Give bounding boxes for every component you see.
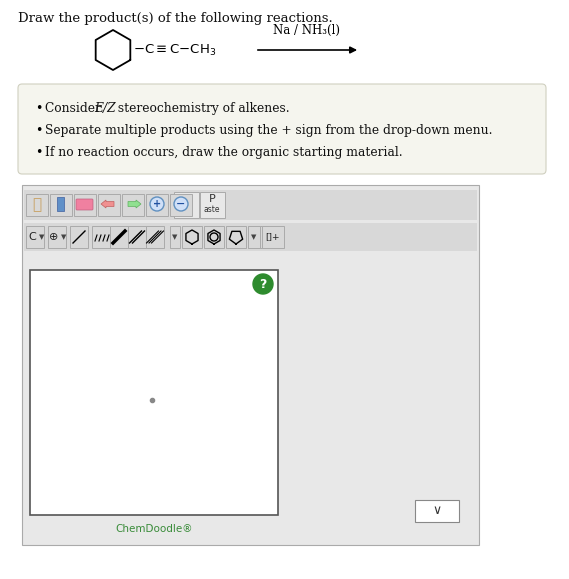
Text: aste: aste	[204, 204, 220, 214]
Text: •: •	[35, 146, 42, 159]
Bar	[200, 192, 225, 218]
Text: ?: ?	[259, 277, 267, 291]
FancyArrow shape	[128, 200, 141, 208]
Bar	[146, 226, 164, 248]
Bar	[170, 194, 192, 216]
Bar	[57, 197, 64, 211]
Bar	[146, 194, 168, 216]
Bar	[248, 226, 260, 248]
Bar	[128, 226, 146, 248]
Text: −: −	[176, 199, 185, 209]
Text: C: C	[182, 194, 190, 204]
Bar	[24, 190, 477, 220]
Bar	[110, 226, 128, 248]
Text: ∨: ∨	[432, 504, 442, 518]
Text: []+: []+	[266, 233, 281, 241]
Bar	[226, 226, 246, 248]
Text: P: P	[209, 194, 216, 204]
Bar	[262, 226, 284, 248]
Text: +: +	[153, 199, 161, 209]
Text: ⊕: ⊕	[50, 232, 59, 242]
Text: Separate multiple products using the + sign from the drop-down menu.: Separate multiple products using the + s…	[45, 124, 493, 137]
Bar	[182, 226, 202, 248]
Circle shape	[150, 197, 164, 211]
Text: Na / NH₃(l): Na / NH₃(l)	[274, 24, 340, 37]
Text: stereochemistry of alkenes.: stereochemistry of alkenes.	[114, 102, 290, 115]
Text: $\mathsf{-C{\equiv}C{-}CH_3}$: $\mathsf{-C{\equiv}C{-}CH_3}$	[133, 42, 216, 57]
Bar	[70, 226, 88, 248]
Text: E/Z: E/Z	[94, 102, 116, 115]
Text: ChemDoodle®: ChemDoodle®	[116, 524, 193, 534]
Bar	[98, 194, 120, 216]
Bar	[170, 226, 180, 248]
Text: ▼: ▼	[251, 234, 257, 240]
FancyBboxPatch shape	[18, 84, 546, 174]
Text: If no reaction occurs, draw the organic starting material.: If no reaction occurs, draw the organic …	[45, 146, 403, 159]
Circle shape	[253, 274, 273, 294]
Bar	[122, 194, 144, 216]
Bar	[50, 194, 72, 216]
Bar	[30, 270, 278, 515]
Text: Consider: Consider	[45, 102, 105, 115]
Bar	[74, 194, 96, 216]
Bar	[26, 194, 48, 216]
FancyArrow shape	[101, 200, 114, 208]
Text: ▼: ▼	[172, 234, 178, 240]
Text: •: •	[35, 124, 42, 137]
Bar	[24, 223, 477, 251]
Bar	[248, 226, 268, 248]
Circle shape	[174, 197, 188, 211]
Text: ✋: ✋	[32, 197, 42, 212]
Text: ▼: ▼	[39, 234, 45, 240]
Bar	[92, 226, 110, 248]
Text: •: •	[35, 102, 42, 115]
Bar	[22, 185, 479, 545]
Text: ▼: ▼	[61, 234, 67, 240]
Bar	[48, 226, 66, 248]
Bar	[415, 500, 459, 522]
Bar	[174, 192, 199, 218]
Bar	[204, 226, 224, 248]
Text: Draw the product(s) of the following reactions.: Draw the product(s) of the following rea…	[18, 12, 333, 25]
Text: opy: opy	[179, 204, 193, 214]
Bar	[26, 226, 44, 248]
Text: C: C	[28, 232, 36, 242]
FancyBboxPatch shape	[76, 199, 93, 210]
